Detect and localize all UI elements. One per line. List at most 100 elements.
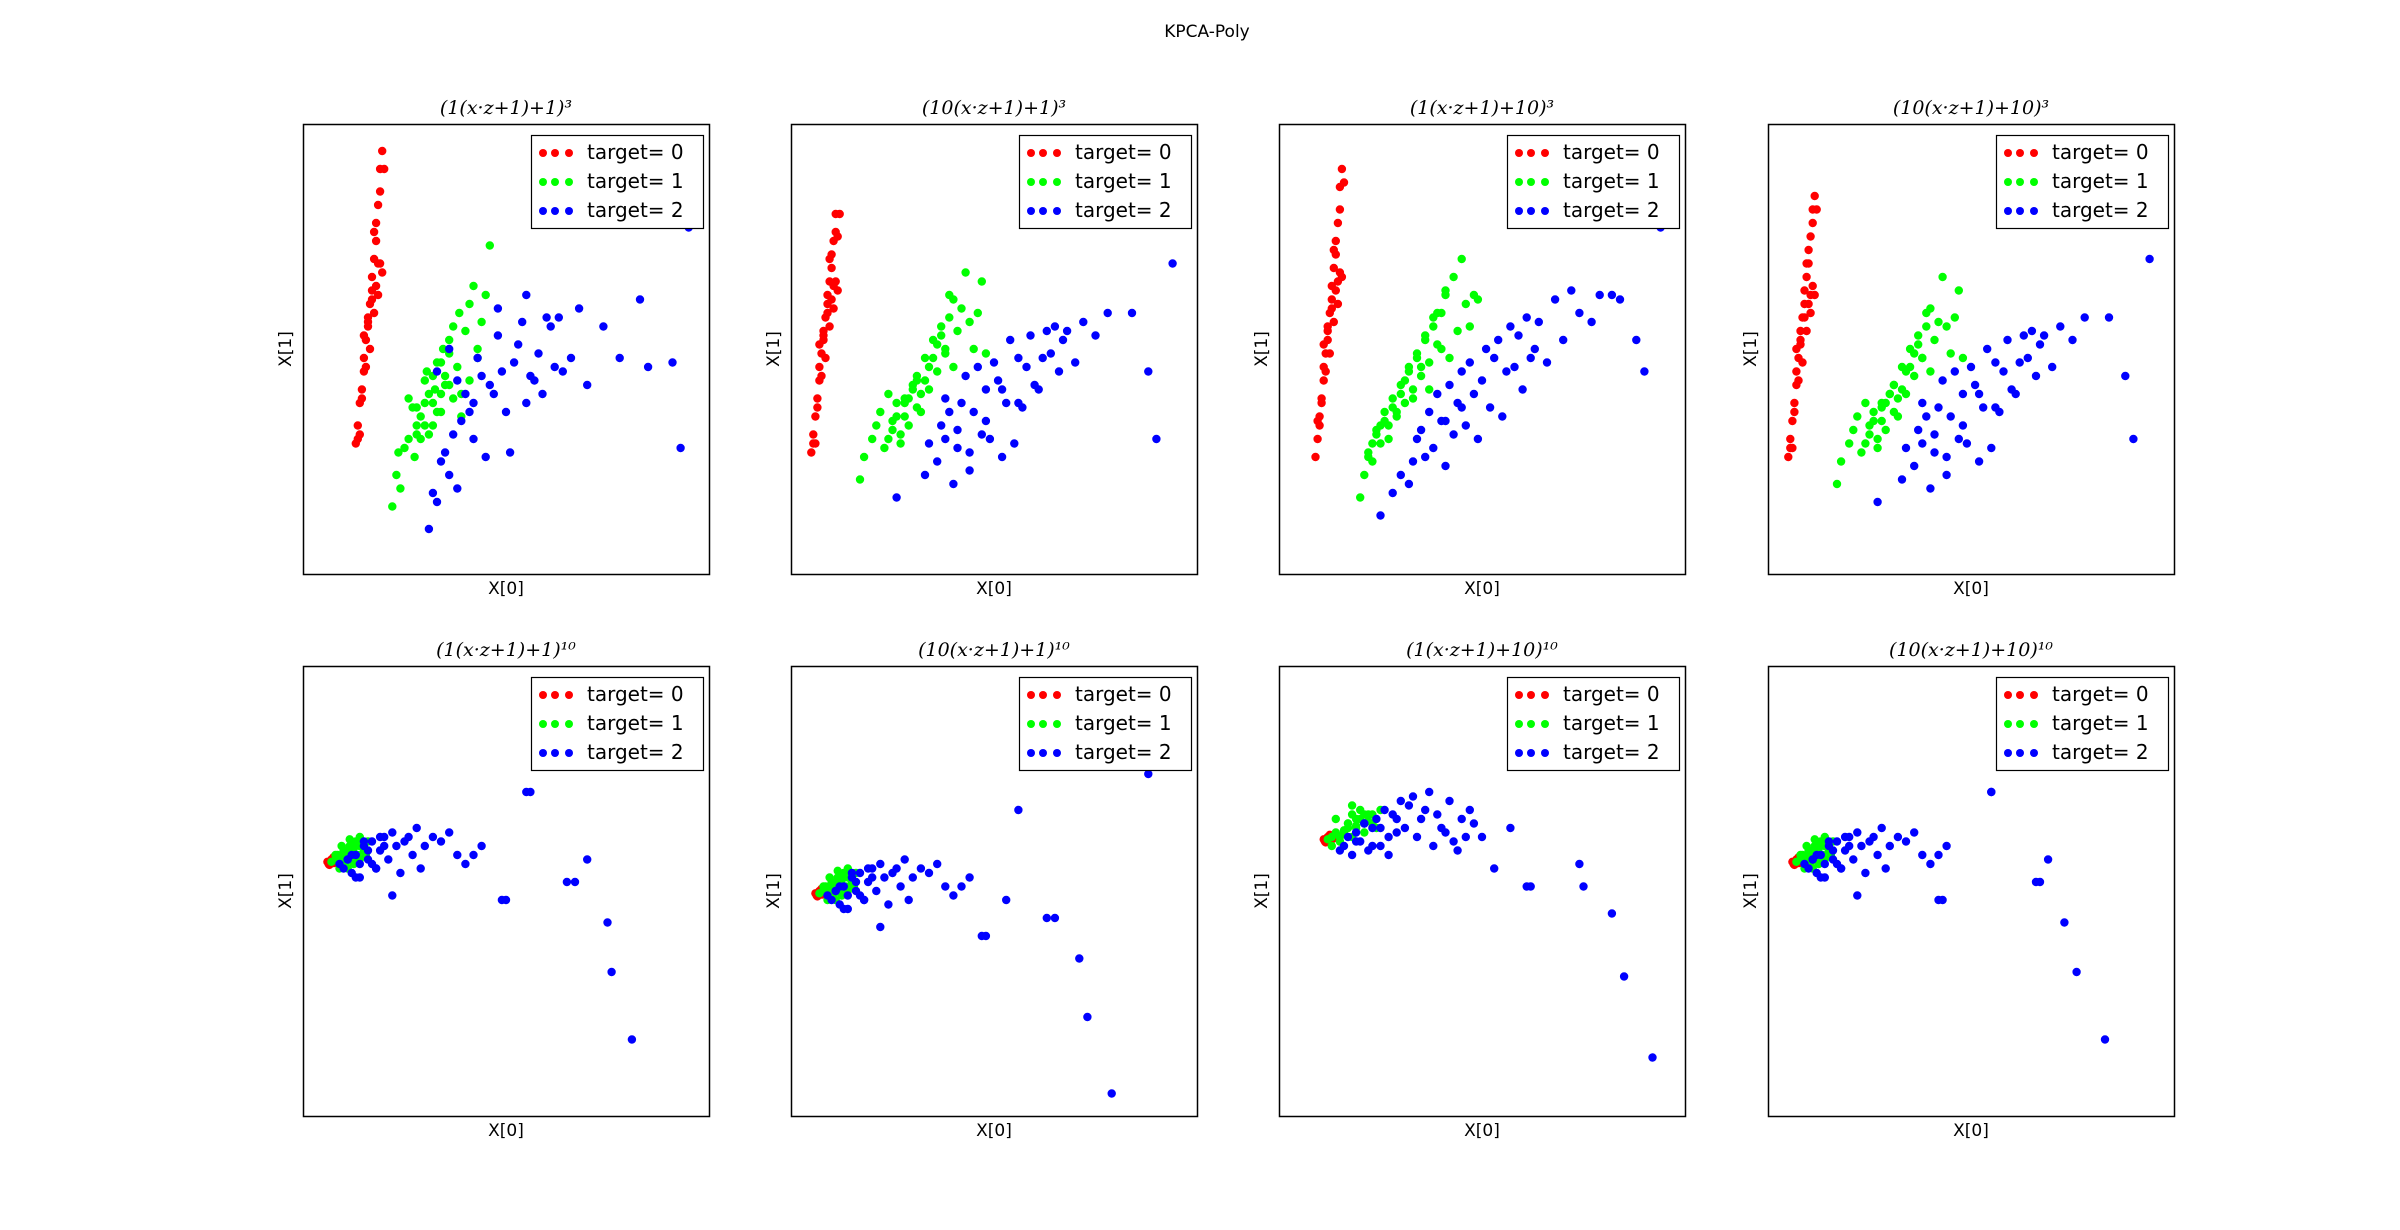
point-target-2 bbox=[1107, 1089, 1116, 1098]
legend-box bbox=[1995, 676, 2170, 772]
point-target-1 bbox=[1416, 362, 1426, 372]
point-target-2 bbox=[1873, 497, 1882, 507]
point-target-2 bbox=[542, 313, 551, 322]
point-target-1 bbox=[884, 389, 893, 399]
point-target-2 bbox=[424, 524, 434, 534]
legend: target= 0 target= 1 target= 2 bbox=[1506, 134, 1681, 230]
legend-marker-target-1 bbox=[2016, 720, 2024, 728]
point-target-2 bbox=[1881, 864, 1890, 873]
point-target-1 bbox=[1901, 367, 1911, 376]
point-target-1 bbox=[1449, 272, 1458, 282]
point-target-2 bbox=[1498, 412, 1507, 421]
point-target-2 bbox=[408, 850, 417, 860]
point-target-2 bbox=[1522, 313, 1531, 322]
point-target-2 bbox=[839, 904, 848, 914]
legend-marker-target-0 bbox=[1527, 691, 1535, 699]
point-target-2 bbox=[420, 841, 429, 851]
point-target-2 bbox=[1579, 882, 1588, 891]
point-target-0 bbox=[1798, 358, 1807, 367]
point-target-2 bbox=[1910, 828, 1919, 837]
point-target-2 bbox=[493, 331, 503, 340]
point-target-2 bbox=[1376, 841, 1385, 851]
point-target-1 bbox=[412, 403, 421, 412]
point-target-2 bbox=[933, 457, 942, 466]
point-target-2 bbox=[1038, 353, 1047, 363]
point-target-2 bbox=[1991, 403, 2000, 412]
point-target-1 bbox=[1396, 389, 1406, 399]
legend-marker-target-1 bbox=[539, 178, 547, 186]
legend-marker-target-2 bbox=[1039, 749, 1047, 757]
point-target-2 bbox=[1026, 331, 1035, 340]
point-target-2 bbox=[1816, 873, 1826, 882]
point-target-0 bbox=[829, 304, 838, 313]
point-target-2 bbox=[924, 439, 934, 448]
point-target-2 bbox=[1958, 389, 1968, 399]
point-target-2 bbox=[880, 873, 889, 882]
point-target-2 bbox=[868, 873, 877, 882]
legend-marker-target-2 bbox=[551, 207, 559, 215]
point-target-2 bbox=[1347, 850, 1357, 860]
legend-marker-target-1 bbox=[1053, 178, 1061, 186]
point-target-1 bbox=[1889, 380, 1899, 390]
point-target-2 bbox=[1404, 479, 1414, 489]
point-target-1 bbox=[924, 385, 934, 394]
point-target-2 bbox=[969, 407, 978, 417]
point-target-1 bbox=[892, 412, 901, 421]
legend-marker-target-2 bbox=[1039, 207, 1047, 215]
point-target-2 bbox=[412, 823, 421, 833]
point-target-1 bbox=[1922, 322, 1931, 331]
point-target-2 bbox=[1518, 385, 1527, 394]
scatter-points bbox=[811, 769, 1153, 1098]
point-target-2 bbox=[1974, 457, 1984, 466]
point-target-2 bbox=[1461, 832, 1471, 842]
point-target-1 bbox=[345, 835, 354, 844]
point-target-2 bbox=[2003, 335, 2012, 345]
point-target-1 bbox=[1873, 443, 1882, 453]
point-target-1 bbox=[1380, 407, 1389, 417]
point-target-2 bbox=[973, 362, 982, 372]
point-target-1 bbox=[859, 452, 869, 462]
point-target-1 bbox=[1404, 362, 1414, 372]
point-target-1 bbox=[1853, 412, 1862, 421]
point-target-2 bbox=[1396, 470, 1406, 480]
point-target-1 bbox=[904, 421, 913, 430]
legend-marker-target-2 bbox=[1527, 749, 1535, 757]
point-target-0 bbox=[825, 254, 834, 264]
point-target-1 bbox=[937, 322, 946, 331]
point-target-2 bbox=[1481, 344, 1491, 354]
legend: target= 0 target= 1 target= 2 bbox=[530, 134, 705, 230]
subplot-3: (1(x·z+1)+10)³ X[0] X[1] target= 0 target= 1… bbox=[1252, 97, 1687, 599]
y-axis-label: X[1] bbox=[276, 873, 296, 909]
point-target-2 bbox=[453, 850, 462, 860]
legend-marker-target-2 bbox=[1053, 207, 1061, 215]
point-target-2 bbox=[1804, 864, 1813, 873]
point-target-0 bbox=[1788, 443, 1797, 453]
legend-box bbox=[1506, 676, 1681, 772]
point-target-2 bbox=[607, 967, 616, 977]
point-target-0 bbox=[1796, 326, 1805, 336]
point-target-1 bbox=[1400, 376, 1410, 385]
point-target-0 bbox=[1800, 286, 1809, 295]
point-target-1 bbox=[1958, 353, 1968, 363]
point-target-2 bbox=[1918, 850, 1927, 860]
point-target-2 bbox=[1999, 367, 2008, 376]
point-target-2 bbox=[1477, 376, 1487, 385]
point-target-1 bbox=[465, 376, 474, 385]
point-target-0 bbox=[1327, 295, 1337, 304]
legend-marker-target-2 bbox=[1027, 749, 1035, 757]
point-target-1 bbox=[876, 407, 885, 417]
point-target-2 bbox=[453, 484, 462, 493]
point-target-2 bbox=[949, 891, 958, 900]
point-target-1 bbox=[973, 308, 982, 318]
legend-marker-target-1 bbox=[1541, 178, 1549, 186]
point-target-2 bbox=[380, 841, 389, 851]
legend-label: target= 1 bbox=[587, 169, 684, 193]
point-target-2 bbox=[1542, 358, 1552, 367]
legend-marker-target-1 bbox=[1027, 178, 1035, 186]
point-target-0 bbox=[1319, 340, 1328, 349]
point-target-2 bbox=[1893, 832, 1903, 842]
point-target-1 bbox=[833, 866, 842, 875]
scatter-points bbox=[1319, 787, 1657, 1062]
point-target-1 bbox=[394, 448, 403, 457]
